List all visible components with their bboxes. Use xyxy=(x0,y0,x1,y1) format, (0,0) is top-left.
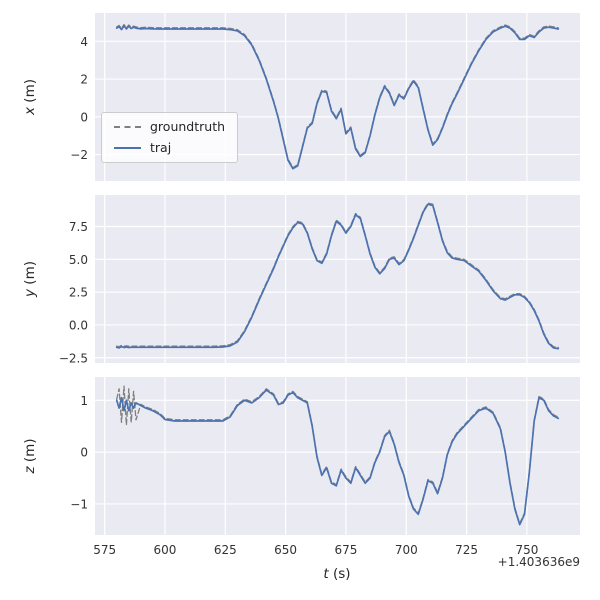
axis-var-z: z xyxy=(22,466,38,474)
x-axis-label: t (s) xyxy=(323,566,350,582)
subplot-z-position: −1 0 1 575 600 625 650 675 700 725 750 xyxy=(70,377,580,557)
svg-text:700: 700 xyxy=(395,543,418,557)
axis-var-y: y xyxy=(22,288,38,297)
svg-text:600: 600 xyxy=(154,543,177,557)
svg-text:−1: −1 xyxy=(70,497,88,511)
svg-text:0: 0 xyxy=(80,446,88,460)
axis-var-t: t xyxy=(323,566,329,582)
svg-text:1: 1 xyxy=(80,394,88,408)
svg-text:750: 750 xyxy=(515,543,538,557)
axis-unit: (m) xyxy=(22,438,38,463)
svg-text:675: 675 xyxy=(334,543,357,557)
axis-unit: (m) xyxy=(22,79,38,103)
svg-text:5.0: 5.0 xyxy=(69,253,88,267)
svg-text:−2.5: −2.5 xyxy=(59,351,88,365)
svg-text:2: 2 xyxy=(80,73,88,87)
x-axis-offset-text: +1.403636e9 xyxy=(497,555,580,569)
legend: groundtruth traj xyxy=(101,112,239,163)
svg-text:575: 575 xyxy=(93,543,116,557)
dashed-line-swatch xyxy=(114,126,141,129)
legend-item-groundtruth: groundtruth xyxy=(114,119,226,134)
legend-label-groundtruth: groundtruth xyxy=(150,119,226,134)
subplot-x-position: −2 0 2 4 xyxy=(70,13,580,181)
y-axis-label-y: y (m) xyxy=(22,261,38,297)
svg-text:625: 625 xyxy=(214,543,237,557)
svg-text:4: 4 xyxy=(80,35,88,49)
svg-text:650: 650 xyxy=(274,543,297,557)
svg-text:725: 725 xyxy=(455,543,478,557)
legend-item-traj: traj xyxy=(114,139,225,155)
legend-label-traj: traj xyxy=(150,139,172,155)
svg-text:2.5: 2.5 xyxy=(69,286,88,300)
y-axis-label-x: x (m) xyxy=(22,79,38,115)
svg-text:−2: −2 xyxy=(70,148,88,162)
svg-text:0: 0 xyxy=(80,110,88,124)
axis-unit: (m) xyxy=(22,261,38,285)
solid-line-swatch xyxy=(114,146,141,149)
axis-var-x: x xyxy=(22,106,38,115)
svg-text:0.0: 0.0 xyxy=(69,318,88,332)
axis-unit: (s) xyxy=(333,566,351,582)
svg-text:7.5: 7.5 xyxy=(69,220,88,234)
subplot-y-position: −2.5 0.0 2.5 5.0 7.5 xyxy=(59,195,580,365)
y-axis-label-z: z (m) xyxy=(22,438,38,473)
